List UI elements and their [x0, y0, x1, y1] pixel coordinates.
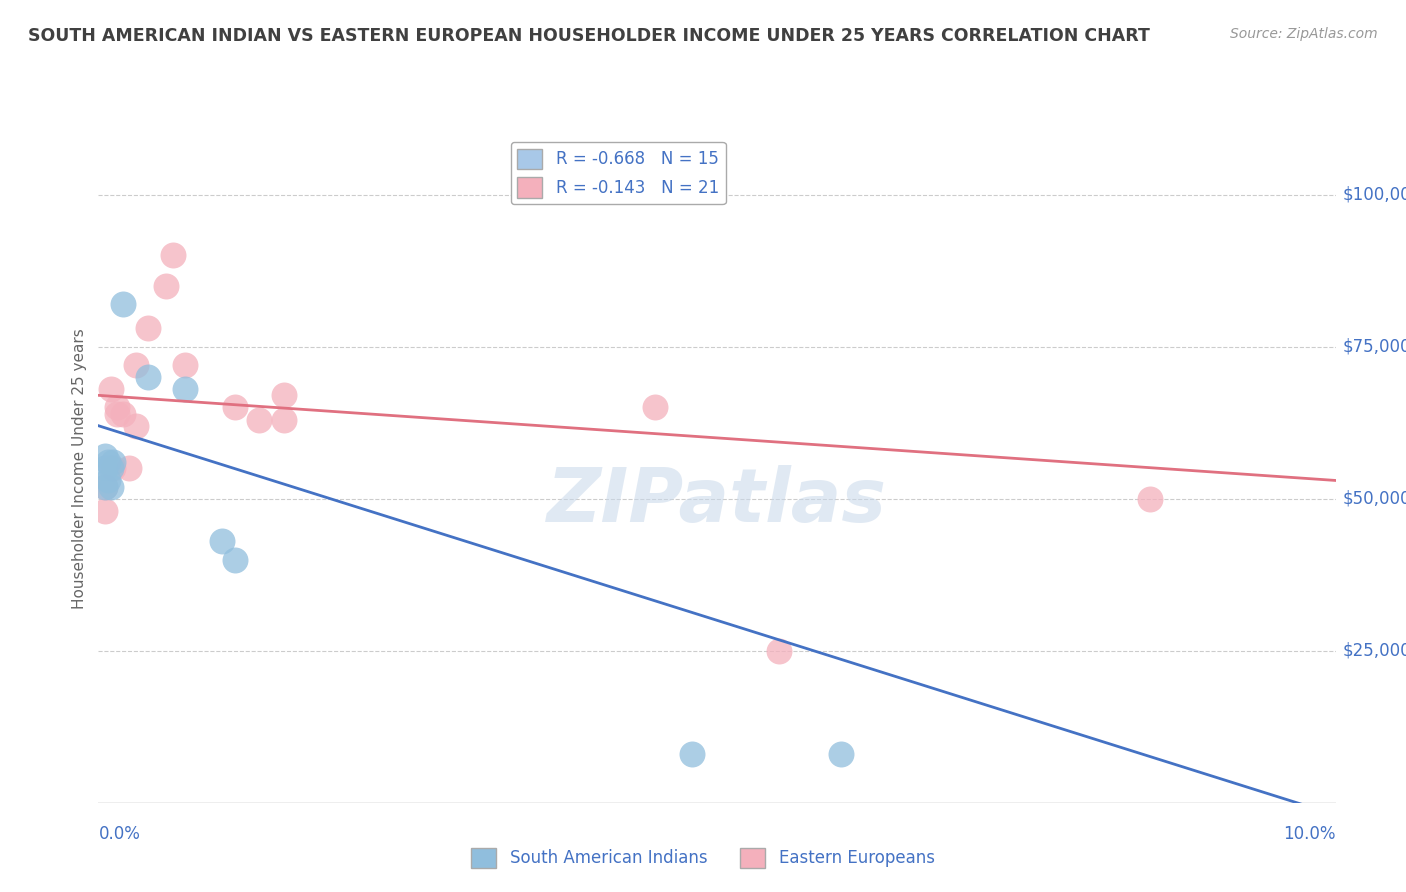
Point: [155, 278, 177, 293]
Point: [112, 407, 135, 421]
Point: [124, 358, 146, 372]
Point: [644, 401, 666, 415]
Point: [174, 382, 197, 396]
Point: [93, 479, 115, 493]
Point: [247, 412, 270, 426]
Text: 10.0%: 10.0%: [1284, 825, 1336, 843]
Text: SOUTH AMERICAN INDIAN VS EASTERN EUROPEAN HOUSEHOLDER INCOME UNDER 25 YEARS CORR: SOUTH AMERICAN INDIAN VS EASTERN EUROPEA…: [28, 27, 1150, 45]
Point: [830, 747, 852, 761]
Legend: South American Indians, Eastern Europeans: South American Indians, Eastern European…: [464, 841, 942, 875]
Point: [105, 407, 128, 421]
Point: [100, 461, 122, 475]
Point: [124, 418, 146, 433]
Point: [136, 370, 159, 384]
Point: [93, 449, 115, 463]
Text: $100,000: $100,000: [1343, 186, 1406, 203]
Point: [162, 248, 184, 262]
Point: [97, 474, 120, 488]
Point: [1139, 491, 1161, 506]
Point: [103, 455, 125, 469]
Point: [112, 297, 135, 311]
Text: ZIPatlas: ZIPatlas: [547, 466, 887, 538]
Text: Source: ZipAtlas.com: Source: ZipAtlas.com: [1230, 27, 1378, 41]
Text: 0.0%: 0.0%: [98, 825, 141, 843]
Text: $25,000: $25,000: [1343, 641, 1406, 660]
Point: [136, 321, 159, 335]
Point: [100, 382, 122, 396]
Legend: R = -0.668   N = 15, R = -0.143   N = 21: R = -0.668 N = 15, R = -0.143 N = 21: [510, 142, 725, 204]
Point: [273, 388, 295, 402]
Y-axis label: Householder Income Under 25 years: Householder Income Under 25 years: [72, 328, 87, 608]
Text: $75,000: $75,000: [1343, 338, 1406, 356]
Point: [174, 358, 197, 372]
Point: [103, 461, 125, 475]
Point: [118, 461, 141, 475]
Point: [100, 479, 122, 493]
Point: [224, 552, 246, 566]
Point: [681, 747, 703, 761]
Point: [97, 455, 120, 469]
Point: [273, 412, 295, 426]
Point: [93, 479, 115, 493]
Text: $50,000: $50,000: [1343, 490, 1406, 508]
Point: [211, 534, 233, 549]
Point: [224, 401, 246, 415]
Point: [93, 504, 115, 518]
Point: [105, 401, 128, 415]
Point: [768, 644, 790, 658]
Point: [93, 461, 115, 475]
